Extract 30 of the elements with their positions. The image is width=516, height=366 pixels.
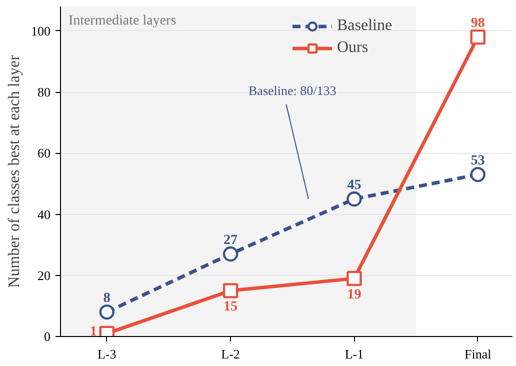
- point: [346, 191, 362, 207]
- data-label: 15: [224, 300, 238, 315]
- y-tick-label: 20: [38, 268, 50, 283]
- x-tick-label: L-3: [97, 346, 116, 362]
- annotation: Intermediate layers: [68, 14, 176, 28]
- point: [346, 270, 362, 286]
- data-label: 19: [347, 287, 362, 302]
- point: [470, 29, 486, 45]
- y-tick-label: 60: [38, 146, 50, 161]
- point: [470, 166, 486, 182]
- data-label: 8: [103, 291, 110, 306]
- point: [222, 246, 238, 262]
- x-tick-label: Final: [464, 346, 492, 362]
- legend-label: Ours: [337, 39, 368, 57]
- legend-label: Baseline: [337, 17, 392, 35]
- x-tick-label: L-2: [221, 346, 240, 362]
- point: [222, 283, 238, 298]
- data-label: 27: [224, 233, 238, 248]
- annotation: Baseline: 80/133: [248, 83, 336, 98]
- data-label: 1: [90, 324, 97, 340]
- y-axis-title: Number of classes best at each layer: [6, 54, 23, 288]
- y-tick-label: 100: [31, 23, 50, 38]
- x-tick-label: L-1: [344, 346, 364, 362]
- y-tick-label: 40: [38, 206, 50, 222]
- data-label: 45: [347, 178, 362, 193]
- point: [99, 304, 114, 320]
- data-label: 53: [470, 154, 485, 169]
- data-label: 98: [470, 16, 485, 32]
- y-tick-label: 0: [44, 329, 50, 344]
- y-tick-label: 80: [38, 84, 50, 100]
